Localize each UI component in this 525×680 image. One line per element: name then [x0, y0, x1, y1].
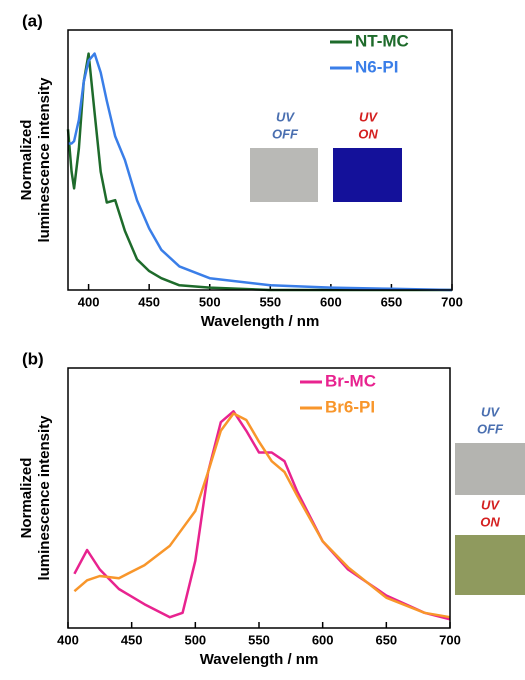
legend-label: Br-MC	[325, 371, 376, 390]
inset-photo	[455, 535, 525, 595]
x-tick-label: 550	[259, 294, 281, 309]
x-tick-label: 450	[138, 294, 160, 309]
plot-frame	[67, 29, 453, 291]
inset-label: ON	[480, 514, 500, 529]
x-tick-label: 400	[57, 632, 79, 647]
x-axis-title: Wavelength / nm	[201, 313, 320, 330]
inset-label: UV	[359, 109, 378, 124]
x-axis-title: Wavelength / nm	[200, 651, 319, 668]
panel-label: (a)	[22, 11, 43, 30]
legend-label: NT-MC	[355, 31, 409, 50]
inset-label: OFF	[272, 126, 299, 141]
panel-label: (b)	[22, 349, 44, 368]
series-line	[73, 410, 451, 621]
inset-photo	[333, 148, 402, 202]
inset-photo	[250, 148, 318, 202]
y-axis-title: luminescence intensity	[36, 415, 53, 581]
x-tick-label: 600	[312, 632, 334, 647]
legend-label: N6-PI	[355, 57, 398, 76]
x-tick-label: 700	[439, 632, 461, 647]
inset-label: UV	[276, 109, 295, 124]
x-tick-label: 400	[78, 294, 100, 309]
x-tick-label: 500	[184, 632, 206, 647]
x-tick-label: 650	[381, 294, 403, 309]
x-tick-label: 500	[199, 294, 221, 309]
x-tick-label: 650	[375, 632, 397, 647]
inset-photo	[455, 443, 525, 495]
inset-label: UV	[481, 404, 500, 419]
y-axis-title: Normalized	[18, 120, 35, 201]
plot-frame	[67, 367, 451, 629]
y-axis-title: luminescence intensity	[36, 77, 53, 243]
x-tick-label: 450	[121, 632, 143, 647]
x-tick-label: 550	[248, 632, 270, 647]
inset-label: OFF	[477, 421, 504, 436]
inset-label: ON	[358, 126, 378, 141]
y-axis-title: Normalized	[18, 458, 35, 539]
series-line	[73, 412, 451, 619]
x-tick-label: 600	[320, 294, 342, 309]
inset-label: UV	[481, 497, 500, 512]
legend-label: Br6-PI	[325, 397, 375, 416]
series-line	[68, 52, 453, 292]
x-tick-label: 700	[441, 294, 463, 309]
